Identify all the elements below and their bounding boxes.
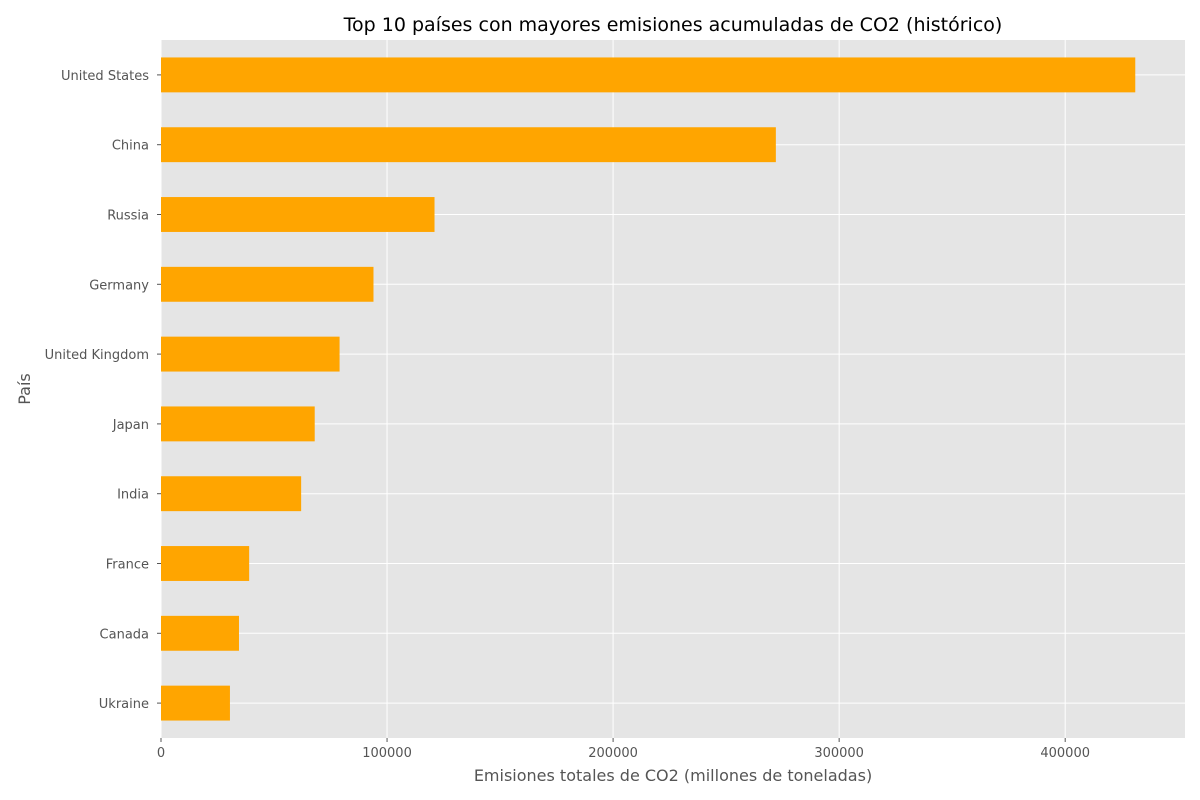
bar-ukraine (161, 685, 230, 721)
x-tick-label: 0 (157, 746, 165, 761)
x-tick-label: 300000 (814, 746, 864, 761)
chart-title: Top 10 países con mayores emisiones acum… (343, 14, 1003, 36)
y-tick-label: Russia (107, 209, 149, 224)
y-tick-label: France (106, 558, 149, 573)
bar-china (161, 127, 776, 163)
y-tick-label: Ukraine (99, 697, 149, 712)
bar-germany (161, 266, 374, 302)
bar-japan (161, 406, 315, 442)
bar-india (161, 476, 302, 512)
x-tick-label: 100000 (362, 746, 412, 761)
x-tick-label: 400000 (1040, 746, 1090, 761)
y-axis-title: País (15, 373, 34, 405)
y-tick-label: India (117, 488, 149, 503)
bar-united-kingdom (161, 336, 340, 372)
y-tick-label: Canada (100, 627, 149, 642)
x-axis-tick-labels: 0 100000 200000 300000 400000 (157, 738, 1090, 761)
y-tick-label: Germany (89, 278, 149, 293)
bar-russia (161, 197, 435, 232)
x-tick-label: 200000 (588, 746, 638, 761)
x-axis-title: Emisiones totales de CO2 (millones de to… (474, 766, 872, 785)
y-axis-tick-labels: United States China Russia Germany United Ki… (45, 69, 161, 712)
y-tick-label: China (112, 139, 149, 154)
y-tick-label: United States (61, 69, 149, 84)
y-tick-label: Japan (112, 418, 149, 433)
y-tick-label: United Kingdom (45, 348, 149, 363)
bars (161, 57, 1136, 721)
bar-canada (161, 615, 239, 651)
bar-france (161, 546, 250, 581)
bar-united-states (161, 57, 1136, 93)
